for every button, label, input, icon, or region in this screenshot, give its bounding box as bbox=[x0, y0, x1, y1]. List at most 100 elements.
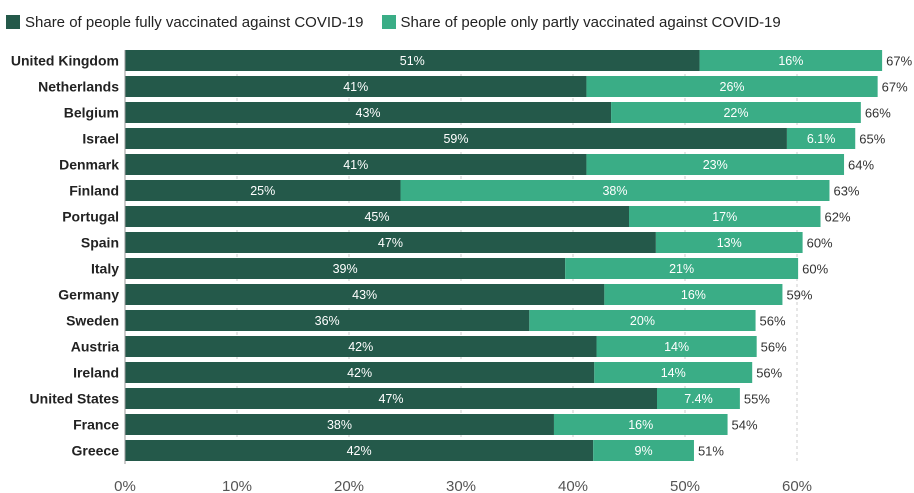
bar-partly bbox=[786, 128, 856, 149]
total-label: 65% bbox=[859, 132, 885, 147]
category-label: Italy bbox=[91, 261, 119, 277]
bar-label-fully: 41% bbox=[343, 80, 368, 94]
bar-partly bbox=[604, 284, 783, 305]
bar-partly bbox=[655, 232, 803, 253]
category-label: Finland bbox=[69, 183, 119, 199]
category-label: Denmark bbox=[59, 157, 119, 173]
bar-fully bbox=[125, 258, 566, 279]
total-label: 60% bbox=[802, 262, 828, 277]
legend-label-fully: Share of people fully vaccinated against… bbox=[25, 13, 364, 31]
bar-label-fully: 25% bbox=[250, 184, 275, 198]
bar-label-fully: 42% bbox=[347, 366, 372, 380]
bar-partly bbox=[596, 336, 757, 357]
bar-fully bbox=[125, 102, 612, 123]
bar-label-partly: 17% bbox=[712, 210, 737, 224]
legend: Share of people fully vaccinated against… bbox=[6, 8, 799, 36]
bar-label-partly: 13% bbox=[717, 236, 742, 250]
category-label: Greece bbox=[72, 443, 120, 459]
category-label: Belgium bbox=[64, 105, 119, 121]
x-tick-label: 10% bbox=[222, 478, 252, 493]
bar-label-partly: 23% bbox=[703, 158, 728, 172]
bar-label-partly: 7.4% bbox=[684, 392, 713, 406]
bar-label-partly: 22% bbox=[723, 106, 748, 120]
total-label: 67% bbox=[882, 80, 908, 95]
legend-swatch-fully bbox=[6, 15, 20, 29]
bar-partly bbox=[699, 50, 883, 71]
bar-fully bbox=[125, 388, 657, 409]
bar-fully bbox=[125, 154, 587, 175]
legend-item-partly[interactable]: Share of people only partly vaccinated a… bbox=[381, 13, 781, 31]
total-label: 56% bbox=[761, 340, 787, 355]
category-label: United Kingdom bbox=[11, 53, 119, 69]
bar-fully bbox=[125, 50, 700, 71]
bar-partly bbox=[594, 362, 753, 383]
legend-swatch-partly bbox=[381, 15, 396, 29]
bar-label-partly: 16% bbox=[681, 288, 706, 302]
total-label: 54% bbox=[732, 418, 758, 433]
total-label: 51% bbox=[698, 444, 724, 459]
bar-fully bbox=[125, 362, 595, 383]
bar-label-partly: 16% bbox=[628, 418, 653, 432]
bar-label-partly: 14% bbox=[661, 366, 686, 380]
bar-label-fully: 45% bbox=[364, 210, 389, 224]
category-label: Netherlands bbox=[38, 79, 119, 95]
bar-fully bbox=[125, 128, 787, 149]
bar-partly bbox=[529, 310, 756, 331]
bar-fully bbox=[125, 284, 605, 305]
bar-label-partly: 26% bbox=[720, 80, 745, 94]
x-tick-label: 50% bbox=[670, 478, 700, 493]
total-label: 55% bbox=[744, 392, 770, 407]
category-label: Israel bbox=[82, 131, 119, 147]
total-label: 56% bbox=[760, 314, 786, 329]
total-label: 64% bbox=[848, 158, 874, 173]
category-label: France bbox=[73, 417, 119, 433]
bar-label-partly: 14% bbox=[664, 340, 689, 354]
legend-label-partly: Share of people only partly vaccinated a… bbox=[400, 13, 781, 31]
bar-fully bbox=[125, 414, 554, 435]
bar-partly bbox=[629, 206, 821, 227]
bar-label-partly: 21% bbox=[669, 262, 694, 276]
x-tick-label: 20% bbox=[334, 478, 364, 493]
total-label: 60% bbox=[807, 236, 833, 251]
category-label: United States bbox=[30, 391, 120, 407]
category-label: Sweden bbox=[66, 313, 119, 329]
bar-fully bbox=[125, 180, 401, 201]
bar-partly bbox=[565, 258, 799, 279]
bar-label-fully: 36% bbox=[315, 314, 340, 328]
bar-partly bbox=[593, 440, 694, 461]
bar-fully bbox=[125, 76, 587, 97]
bar-label-partly: 38% bbox=[602, 184, 627, 198]
bar-partly bbox=[553, 414, 728, 435]
bar-label-fully: 47% bbox=[378, 236, 403, 250]
bar-label-partly: 16% bbox=[778, 54, 803, 68]
total-label: 66% bbox=[865, 106, 891, 121]
bar-label-fully: 43% bbox=[352, 288, 377, 302]
bar-partly bbox=[611, 102, 861, 123]
total-label: 56% bbox=[756, 366, 782, 381]
total-label: 63% bbox=[833, 184, 859, 199]
category-label: Germany bbox=[58, 287, 119, 303]
bar-label-fully: 41% bbox=[343, 158, 368, 172]
category-label: Spain bbox=[81, 235, 119, 251]
total-label: 67% bbox=[886, 54, 912, 69]
x-tick-label: 30% bbox=[446, 478, 476, 493]
x-tick-label: 0% bbox=[114, 478, 136, 493]
bar-label-fully: 47% bbox=[378, 392, 403, 406]
bar-label-fully: 59% bbox=[443, 132, 468, 146]
bar-label-fully: 39% bbox=[333, 262, 358, 276]
bar-label-partly: 9% bbox=[635, 444, 653, 458]
total-label: 62% bbox=[825, 210, 851, 225]
bar-label-partly: 20% bbox=[630, 314, 655, 328]
bar-fully bbox=[125, 336, 597, 357]
legend-item-fully[interactable]: Share of people fully vaccinated against… bbox=[6, 14, 364, 31]
bar-label-fully: 42% bbox=[347, 444, 372, 458]
category-label: Ireland bbox=[73, 365, 119, 381]
bar-partly bbox=[586, 154, 845, 175]
bar-label-fully: 42% bbox=[348, 340, 373, 354]
category-label: Portugal bbox=[62, 209, 119, 225]
bar-fully bbox=[125, 310, 530, 331]
x-tick-label: 60% bbox=[782, 478, 812, 493]
total-label: 59% bbox=[786, 288, 812, 303]
bar-partly bbox=[400, 180, 830, 201]
